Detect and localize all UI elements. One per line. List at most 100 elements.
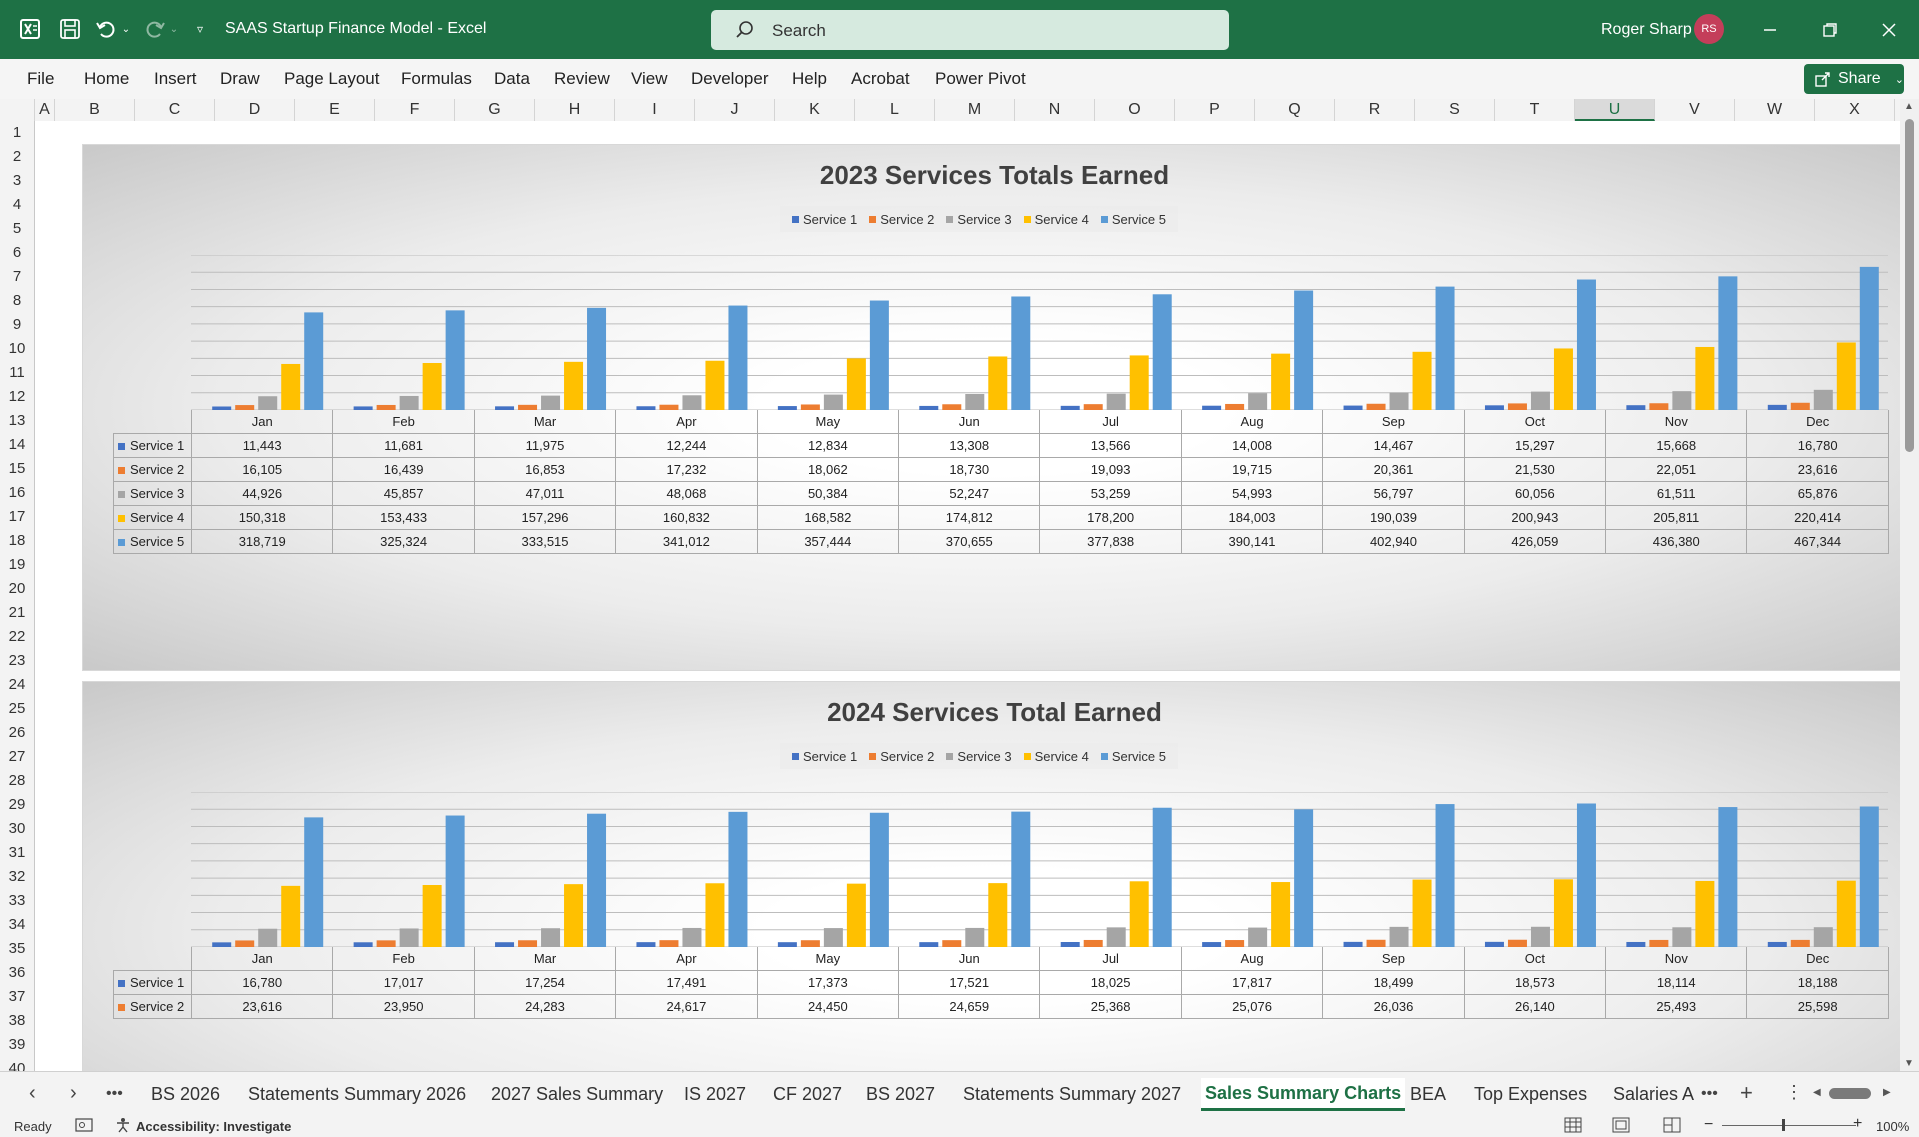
bar-service-1-nov[interactable] [1626,941,1646,947]
bar-service-2-aug[interactable] [1225,940,1245,947]
bar-service-4-dec[interactable] [1836,342,1856,410]
bar-service-1-apr[interactable] [636,406,656,410]
bar-service-1-mar[interactable] [495,406,515,410]
hscroll-right-icon[interactable]: ▶ [1883,1087,1891,1098]
legend-item[interactable]: Service 2 [869,212,934,227]
sheet-tab-salaries-a[interactable]: Salaries A [1613,1084,1695,1104]
bar-service-2-jul[interactable] [1083,939,1103,947]
bar-service-4-mar[interactable] [564,361,584,410]
legend-item[interactable]: Service 5 [1100,749,1166,764]
column-header-l[interactable]: L [855,99,935,121]
sheet-tab-2027-sales-summary[interactable]: 2027 Sales Summary [491,1084,664,1104]
bar-service-3-may[interactable] [823,928,843,947]
bar-service-2-may[interactable] [800,404,820,410]
column-header-r[interactable]: R [1335,99,1415,121]
bar-service-2-feb[interactable] [376,940,396,947]
share-dropdown-icon[interactable]: ⌄ [1894,73,1904,86]
sheet-tab-top-expenses[interactable]: Top Expenses [1474,1084,1588,1104]
bar-service-5-jul[interactable] [1152,294,1172,410]
bar-service-4-sep[interactable] [1412,351,1432,410]
row-header[interactable]: 34 [8,916,26,933]
row-header[interactable]: 29 [8,796,26,813]
sheet-tab-bs-2027[interactable]: BS 2027 [866,1084,936,1104]
bar-service-3-jul[interactable] [1106,393,1126,410]
bar-service-3-feb[interactable] [399,395,419,410]
row-header[interactable]: 21 [8,604,26,621]
column-header-v[interactable]: V [1655,99,1735,121]
bar-service-5-nov[interactable] [1718,276,1738,410]
bar-service-2-dec[interactable] [1790,402,1810,410]
row-header[interactable]: 16 [8,484,26,501]
bar-service-1-jan[interactable] [212,406,232,410]
row-header[interactable]: 20 [8,580,26,597]
row-header[interactable]: 1 [12,124,22,141]
bar-service-2-jan[interactable] [235,940,255,947]
bar-service-4-apr[interactable] [705,360,725,410]
bar-service-2-aug[interactable] [1225,403,1245,410]
sheet-tab-is-2027[interactable]: IS 2027 [684,1084,747,1104]
legend-item[interactable]: Service 1 [792,212,857,227]
bar-service-3-nov[interactable] [1672,927,1692,947]
macro-record-icon[interactable] [75,1117,93,1136]
row-header[interactable]: 27 [8,748,26,765]
legend-item[interactable]: Service 4 [1023,749,1089,764]
column-header-p[interactable]: P [1175,99,1255,121]
bar-service-5-oct[interactable] [1576,803,1596,947]
bar-service-3-sep[interactable] [1389,392,1409,410]
tab-formulas[interactable]: Formulas [401,69,472,88]
row-header[interactable]: 14 [8,436,26,453]
bar-service-1-jun[interactable] [919,942,939,947]
bar-service-3-mar[interactable] [541,928,561,947]
bar-service-1-dec[interactable] [1767,404,1787,410]
sheet-tab-statements-summary-2026[interactable]: Statements Summary 2026 [248,1084,467,1104]
avatar[interactable]: RS [1694,14,1724,44]
tab-page-layout[interactable]: Page Layout [284,69,380,88]
column-header-w[interactable]: W [1735,99,1815,121]
bar-service-2-mar[interactable] [518,404,538,410]
row-header[interactable]: 9 [12,316,22,333]
bar-service-1-jun[interactable] [919,405,939,410]
bar-service-1-feb[interactable] [353,406,373,410]
bar-service-4-jul[interactable] [1129,355,1149,410]
bar-service-4-jun[interactable] [988,356,1008,410]
row-header[interactable]: 33 [8,892,26,909]
bar-service-4-nov[interactable] [1695,880,1715,947]
bar-service-2-jun[interactable] [942,404,962,410]
column-header-k[interactable]: K [775,99,855,121]
bar-service-4-feb[interactable] [422,363,442,410]
sheet-tab-sales-summary-charts[interactable]: Sales Summary Charts [1201,1078,1406,1111]
sheet-tab-statements-summary-2027[interactable]: Statements Summary 2027 [963,1084,1182,1104]
bar-service-5-jun[interactable] [1011,811,1031,947]
row-header[interactable]: 12 [8,388,26,405]
column-header-g[interactable]: G [455,99,535,121]
column-header-d[interactable]: D [215,99,295,121]
bar-service-2-sep[interactable] [1366,939,1386,947]
bar-service-2-sep[interactable] [1366,403,1386,410]
row-header[interactable]: 2 [12,148,22,165]
tab-review[interactable]: Review [554,69,610,88]
scroll-up-icon[interactable]: ▲ [1904,101,1914,112]
bar-service-5-feb[interactable] [445,310,465,410]
row-header[interactable]: 13 [8,412,26,429]
bar-service-5-jan[interactable] [304,312,324,410]
row-header[interactable]: 19 [8,556,26,573]
legend-item[interactable]: Service 2 [869,749,934,764]
sheet-tab-bs-2026[interactable]: BS 2026 [151,1084,221,1104]
bar-service-2-jul[interactable] [1083,404,1103,410]
row-header[interactable]: 7 [12,268,22,285]
bar-service-3-aug[interactable] [1248,393,1268,410]
redo-dropdown-icon[interactable]: ⌄ [169,23,179,35]
zoom-level[interactable]: 100% [1876,1119,1910,1134]
bar-service-4-aug[interactable] [1271,882,1291,947]
bar-service-2-apr[interactable] [659,940,679,947]
bar-service-1-sep[interactable] [1343,941,1363,947]
bar-service-3-jul[interactable] [1106,927,1126,947]
legend-item[interactable]: Service 4 [1023,212,1089,227]
bar-service-4-jun[interactable] [988,883,1008,947]
legend-item[interactable]: Service 5 [1100,212,1166,227]
bar-service-5-sep[interactable] [1435,286,1455,410]
bar-service-1-oct[interactable] [1484,405,1504,410]
sheet-tab-bea[interactable]: BEA [1410,1084,1447,1104]
column-header-q[interactable]: Q [1255,99,1335,121]
accessibility-status[interactable]: Accessibility: Investigate [136,1119,292,1134]
